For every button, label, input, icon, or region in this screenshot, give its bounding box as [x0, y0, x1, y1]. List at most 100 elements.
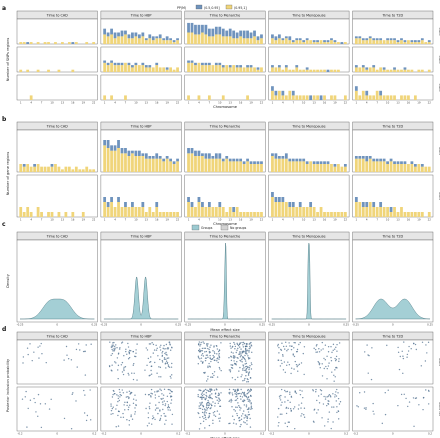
point-d-r1-time-to-hbp-2 [123, 404, 125, 406]
xtick-c-time-to-menarche-0-25: 0.25 [259, 322, 265, 326]
point-d-r0-time-to-menopause-26 [299, 341, 301, 344]
bar-a-r1-time-to-menopause-chr8-yellow [295, 67, 299, 72]
point-d-r1-time-to-menarche-104 [245, 404, 248, 406]
point-d-r1-time-to-hbp-26 [160, 415, 162, 417]
bar-a-r1-time-to-t2d-chr9-yellow [382, 69, 386, 72]
point-d-r1-time-to-menopause-27 [336, 411, 338, 414]
point-d-r0-time-to-menarche-208 [228, 357, 230, 359]
bar-b-r1-time-to-hbp-chr9-blue [131, 202, 134, 207]
point-d-r1-time-to-menarche-221 [245, 396, 248, 398]
point-d-r1-time-to-hbp-34 [147, 416, 150, 419]
point-d-r0-time-to-menopause-31 [283, 361, 286, 363]
xtick-c-time-to-menopause-0-25: 0.25 [343, 322, 349, 326]
point-d-r0-time-to-hbp-68 [127, 346, 130, 348]
bar-a-r1-time-to-menarche-chr5-yellow [201, 65, 204, 72]
bar-b-r1-time-to-menarche-chr8-yellow [211, 207, 215, 217]
bar-a-r0-time-to-menarche-chr14-blue [232, 30, 236, 39]
bar-b-r1-time-to-hbp-chr19-yellow [165, 212, 169, 217]
point-d-r1-time-to-hbp-73 [119, 391, 121, 394]
point-d-r1-time-to-menopause-80 [339, 401, 342, 403]
bar-a-r1-time-to-hbp-chr5-blue [117, 62, 120, 66]
bar-a-r1-time-to-hbp-chr20-yellow [169, 67, 173, 72]
bar-b-r1-time-to-menarche-chr2-yellow [190, 207, 194, 217]
xtick-a-time-to-menarche-7: 7 [209, 100, 211, 104]
bar-a-r1-time-to-menopause-chr14-yellow [316, 69, 319, 72]
bar-a-r0-time-to-t2d-chr4-blue [365, 38, 369, 41]
point-d-r0-time-to-menarche-201 [213, 346, 215, 348]
bar-a-r1-time-to-t2d-chr12-yellow [393, 69, 396, 72]
point-d-r0-time-to-cad-21 [22, 356, 25, 358]
point-d-r1-time-to-hbp-51 [130, 414, 132, 416]
bar-a-r0-time-to-t2d-chr4-yellow [365, 40, 369, 44]
xtick-d-time-to-menarche-0: 0 [224, 431, 226, 435]
bar-a-r1-time-to-menopause-chr7-yellow [291, 69, 295, 72]
point-d-r1-time-to-menarche-166 [240, 418, 243, 421]
bar-a-r0-time-to-menopause-chr22-yellow [343, 42, 347, 44]
bar-a-r0-time-to-hbp-chr6-yellow [120, 36, 124, 44]
bar-a-r0-time-to-t2d-chr12-yellow [393, 40, 396, 44]
xtick-c-time-to-cad-0-25: 0.25 [92, 322, 98, 326]
bar-b-r0-time-to-menopause-chr22-blue [343, 164, 347, 167]
point-d-r1-time-to-hbp-142 [117, 410, 120, 412]
legend-c-label-nogroups: No groups [230, 226, 247, 230]
point-d-r1-time-to-menopause-100 [328, 393, 331, 396]
point-d-r1-time-to-t2d-8 [427, 403, 430, 405]
bar-b-r1-time-to-hbp-chr2-yellow [106, 207, 110, 217]
bar-b-r0-time-to-menarche-chr14-yellow [232, 161, 236, 172]
point-d-r0-time-to-menarche-93 [210, 360, 212, 363]
point-d-r1-time-to-menarche-124 [207, 406, 210, 409]
point-d-r1-time-to-hbp-57 [135, 399, 137, 401]
bar-b-r0-time-to-hbp-chr17-yellow [158, 158, 162, 172]
point-d-r0-time-to-menopause-36 [284, 348, 286, 350]
point-d-r0-time-to-menarche-176 [241, 352, 244, 354]
bar-a-r1-time-to-menopause-chr4-yellow [281, 69, 285, 72]
bar-b-r0-time-to-cad-chr2-blue [22, 164, 26, 167]
bar-a-r0-time-to-menopause-chr16-blue [323, 40, 326, 43]
panel-c-strip-label-time-to-menarche: Time to Menarche [209, 235, 241, 239]
ylabel-panel-c: Density [6, 273, 10, 288]
point-d-r1-time-to-menarche-130 [231, 392, 233, 394]
point-d-r0-time-to-hbp-128 [159, 346, 161, 348]
point-d-r1-time-to-menarche-164 [206, 409, 208, 411]
point-d-r0-time-to-hbp-123 [160, 344, 162, 346]
point-d-r1-time-to-menarche-246 [234, 393, 236, 395]
point-d-r1-time-to-cad-27 [72, 392, 74, 394]
bar-b-r0-time-to-menarche-chr12-yellow [225, 158, 229, 172]
point-d-r1-time-to-t2d-22 [414, 397, 417, 400]
bar-a-r1-time-to-menarche-chr6-blue [204, 62, 208, 66]
bar-a-r0-time-to-t2d-chr8-yellow [379, 40, 383, 44]
point-d-r0-time-to-menopause-100 [318, 363, 321, 366]
bar-a-r0-time-to-menopause-chr21-blue [340, 42, 344, 44]
point-d-r1-time-to-hbp-21 [151, 423, 153, 425]
legend-c-label-groups: Groups [201, 226, 213, 230]
bar-a-r0-time-to-menopause-chr14-yellow [316, 42, 319, 44]
point-d-r0-time-to-menopause-75 [332, 343, 335, 346]
point-d-r1-time-to-t2d-20 [412, 397, 415, 399]
bar-b-r0-time-to-menarche-chr18-yellow [246, 161, 249, 172]
point-d-r1-time-to-menarche-165 [236, 414, 239, 417]
panel-b-strip-label-time-to-menarche: Time to Menarche [209, 125, 241, 129]
bar-b-r0-time-to-menarche-chr8-yellow [211, 158, 215, 172]
bar-a-r2-time-to-menopause-chr1-blue [271, 86, 274, 91]
point-d-r1-time-to-hbp-112 [150, 395, 152, 397]
point-d-r1-time-to-menarche-256 [210, 388, 213, 390]
panel-c-frame-time-to-hbp [100, 239, 182, 323]
point-d-r1-time-to-hbp-8 [117, 425, 120, 427]
point-d-r1-time-to-menarche-213 [201, 411, 204, 414]
point-d-r0-time-to-t2d-27 [401, 350, 403, 352]
bar-a-r0-time-to-hbp-chr8-blue [127, 34, 131, 39]
point-d-r1-time-to-menarche-196 [244, 394, 246, 396]
xtick-d-time-to-menarche-0-2: 0.2 [260, 431, 264, 435]
point-d-r1-time-to-hbp-98 [150, 392, 152, 395]
point-d-r0-time-to-menarche-123 [218, 349, 221, 352]
point-d-r1-time-to-t2d-1 [384, 392, 386, 394]
bar-a-r1-time-to-t2d-chr10-yellow [386, 69, 389, 72]
point-d-r1-time-to-cad-15 [40, 426, 43, 429]
bar-a-r0-time-to-t2d-chr22-blue [427, 40, 431, 43]
point-d-r0-time-to-hbp-11 [136, 343, 138, 345]
point-d-r1-time-to-t2d-27 [408, 401, 411, 403]
bar-a-r0-time-to-menarche-chr7-blue [207, 28, 211, 37]
point-d-r0-time-to-menarche-235 [207, 343, 209, 345]
point-d-r1-time-to-hbp-134 [165, 419, 167, 422]
point-d-r1-time-to-t2d-25 [363, 407, 366, 409]
